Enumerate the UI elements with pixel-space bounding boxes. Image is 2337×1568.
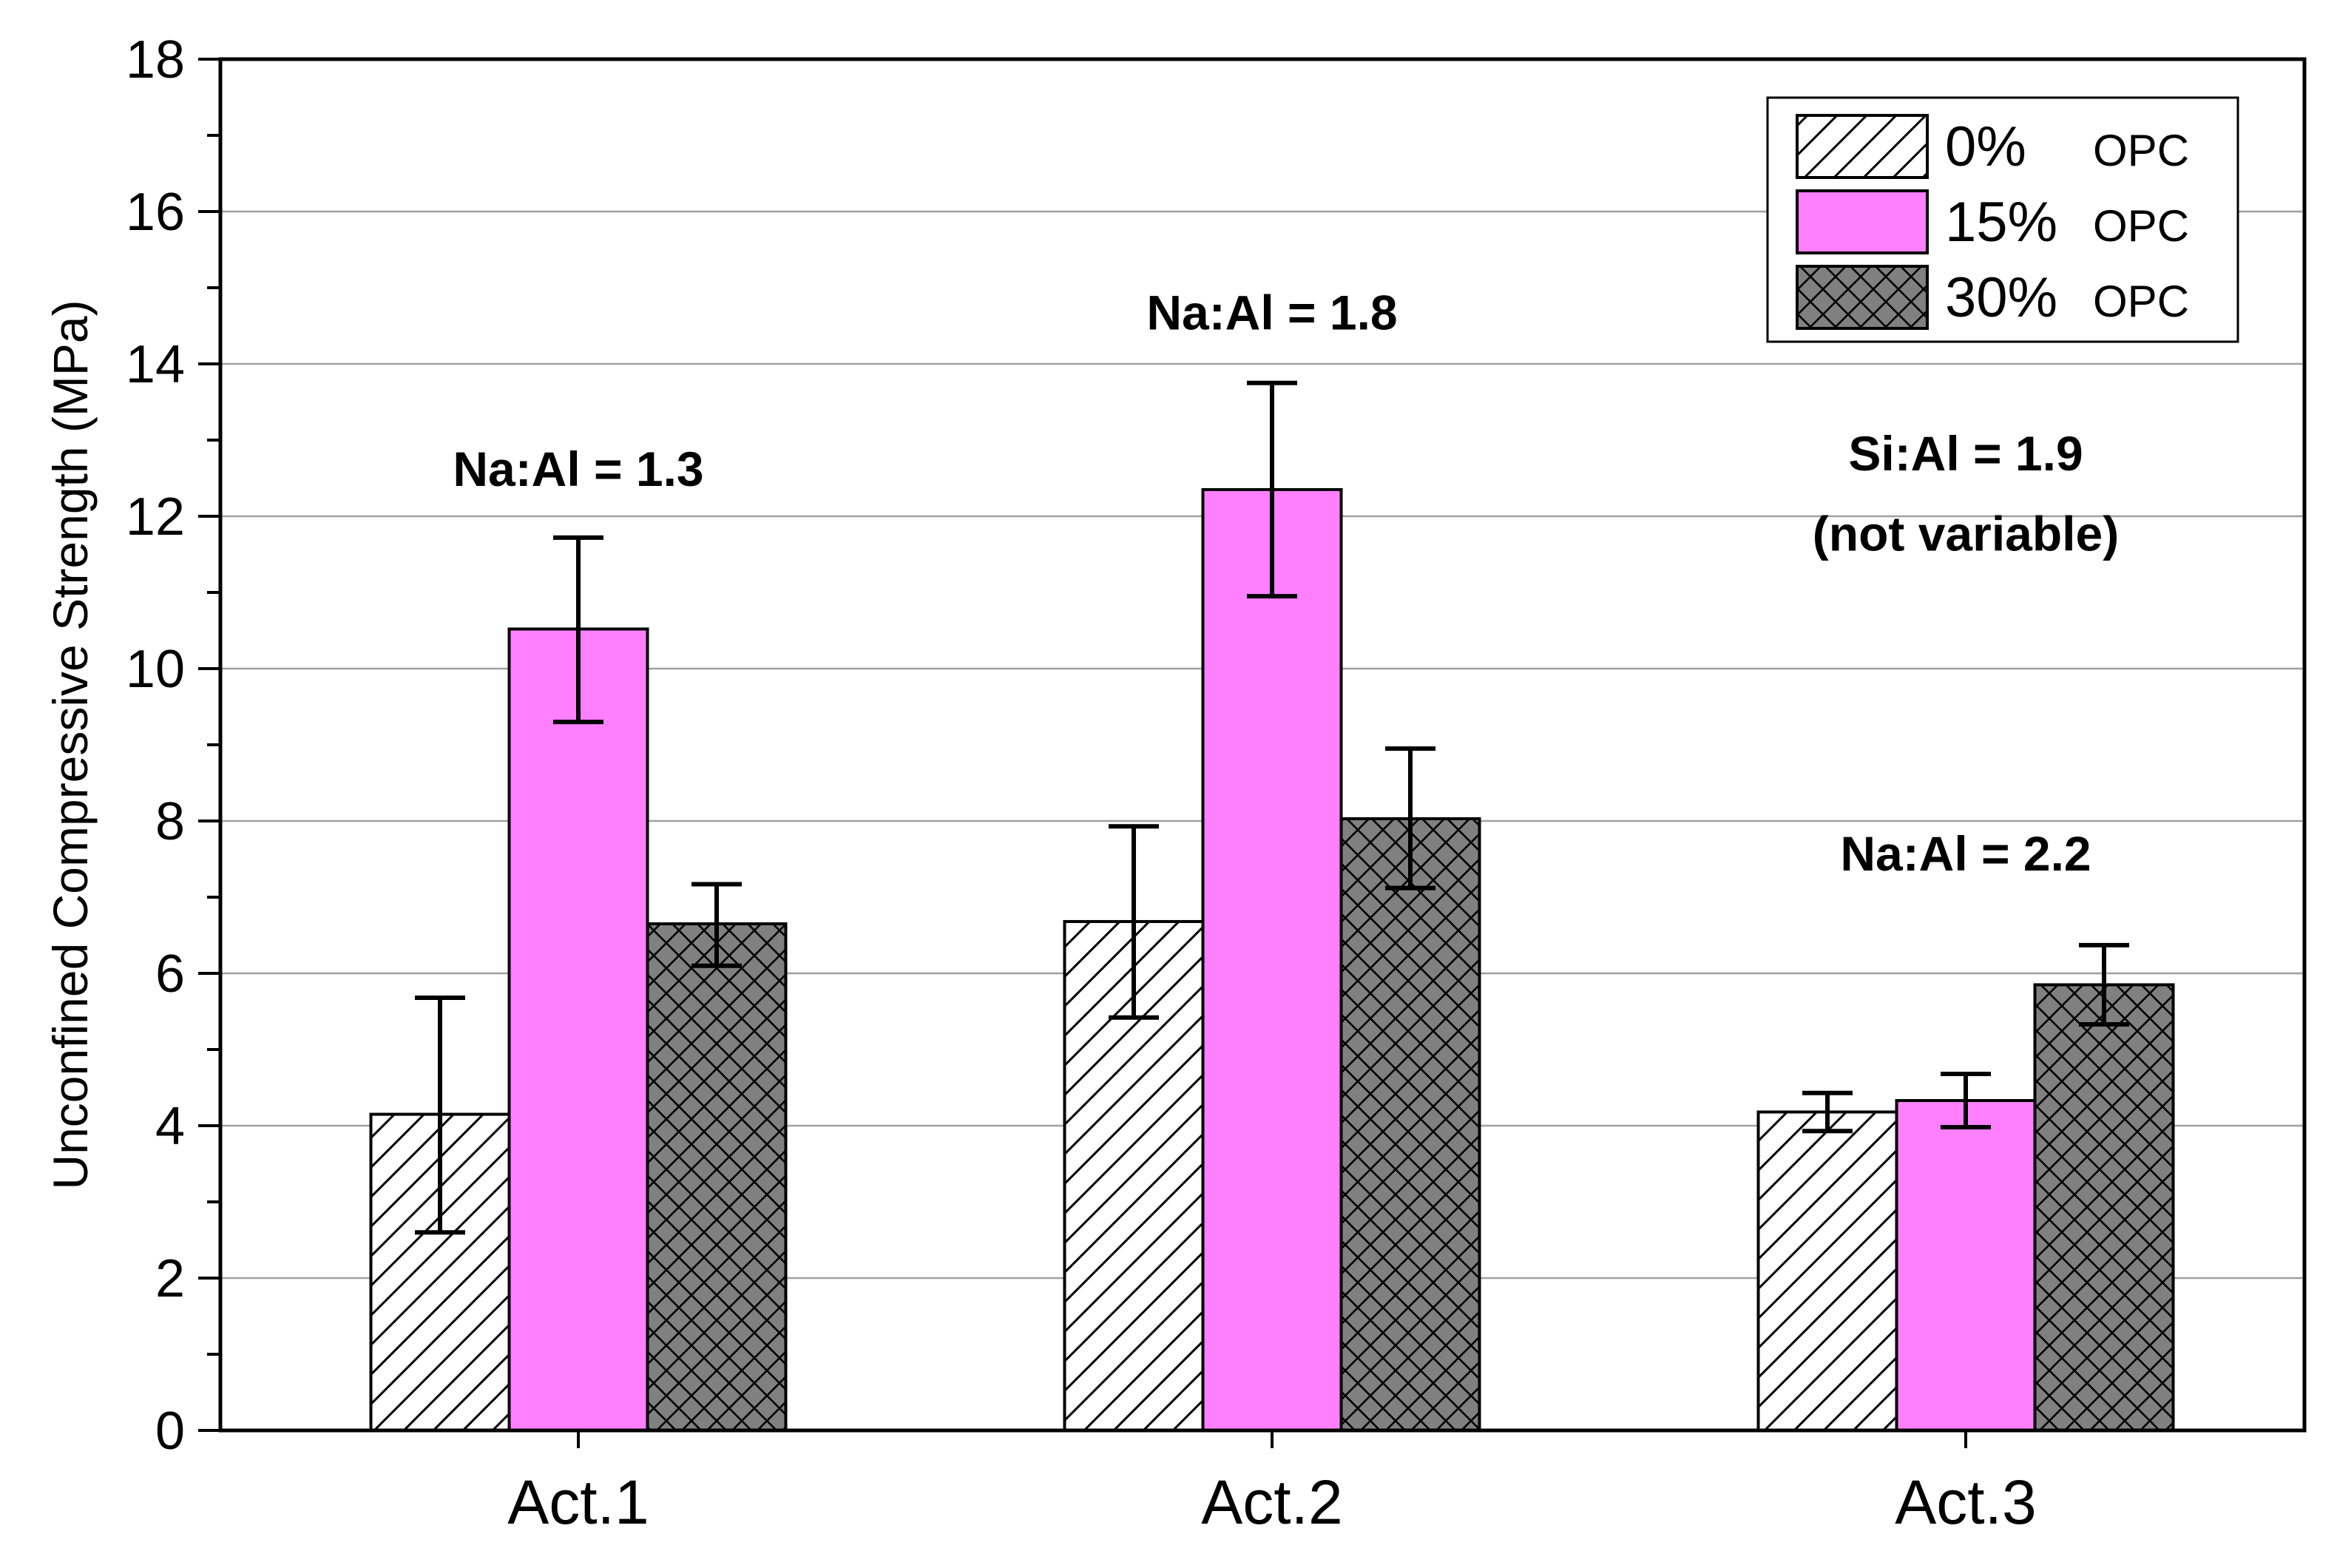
annotation: Na:Al = 1.3: [453, 442, 703, 496]
y-tick-label: 18: [126, 30, 185, 89]
chart-text: Na:Al = 1.3 Na:Al = 1.8 Na:Al = 2.2 Si:Al =…: [453, 285, 2119, 881]
annotation: Na:Al = 2.2: [1840, 826, 2091, 881]
bar-Act.2-15%: [1201, 487, 1343, 1433]
legend-suffix: OPC: [2093, 277, 2189, 326]
legend-swatch-0%: [1796, 114, 1929, 179]
axes: 0 2 4 6 8 10 12 14 16 18 Act.1 Act.2 Act.3 Unconfined…: [43, 30, 2307, 1537]
bar-Act.1-30%: [646, 922, 788, 1433]
y-tick-label: 6: [155, 944, 185, 1004]
legend-label-30%: 30%: [1945, 266, 2057, 329]
annotation: Si:Al = 1.9: [1848, 426, 2083, 481]
legend-label-15%: 15%: [1945, 191, 2057, 254]
x-tick-label-Act.3: Act.3: [1895, 1467, 2036, 1537]
y-tick-label: 4: [155, 1097, 185, 1156]
bar-Act.1-15%: [507, 627, 649, 1433]
x-tick-label-Act.2: Act.2: [1201, 1467, 1342, 1537]
y-tick-label: 8: [155, 792, 185, 851]
legend-swatch-15%: [1796, 189, 1929, 254]
y-tick-label: 12: [126, 487, 185, 547]
annotation: (not variable): [1813, 506, 2119, 561]
y-tick-label: 10: [126, 640, 185, 699]
y-tick-label: 16: [126, 183, 185, 242]
bar-Act.3-0%: [1756, 1110, 1898, 1432]
y-axis-title: Unconfined Compressive Strength (MPa): [43, 300, 98, 1189]
legend-suffix: OPC: [2093, 201, 2189, 251]
annotation: Na:Al = 1.8: [1146, 285, 1397, 340]
y-tick-label: 0: [155, 1402, 185, 1461]
legend-label-0%: 0%: [1945, 115, 2026, 178]
bars: [369, 487, 2175, 1433]
bar-Act.3-15%: [1895, 1099, 2037, 1432]
legend: 0% OPC 15% OPC 30% OPC: [1766, 96, 2239, 343]
error-bars: [415, 380, 2129, 1235]
bar-Act.3-30%: [2033, 983, 2175, 1432]
legend-suffix: OPC: [2093, 126, 2189, 175]
bar-Act.2-30%: [1339, 817, 1481, 1433]
y-tick-label: 14: [126, 335, 185, 394]
y-tick-label: 2: [155, 1249, 185, 1308]
legend-swatch-30%: [1796, 265, 1929, 330]
x-tick-label-Act.1: Act.1: [507, 1467, 649, 1537]
